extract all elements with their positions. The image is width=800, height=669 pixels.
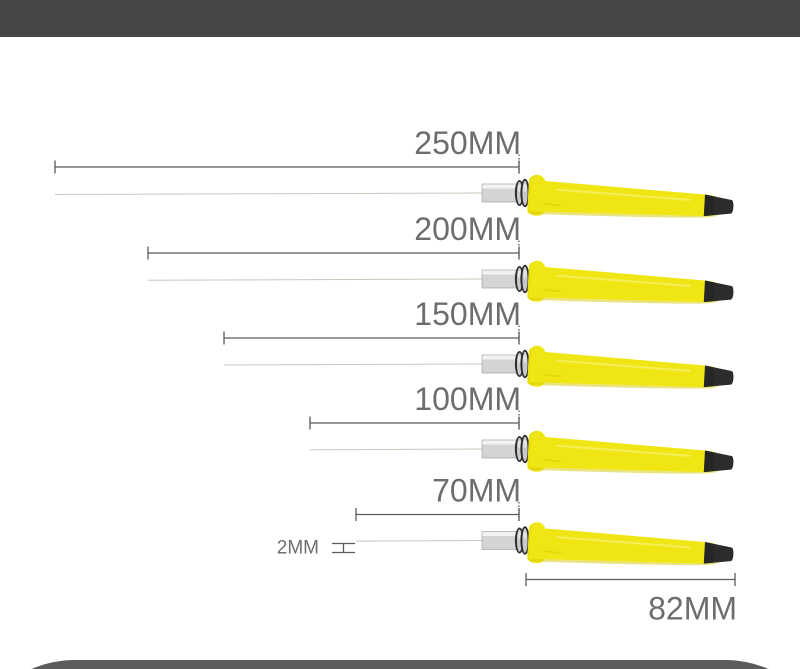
svg-text:2MM: 2MM (277, 538, 319, 559)
svg-text:150MM: 150MM (414, 296, 521, 332)
svg-text:100MM: 100MM (414, 381, 521, 417)
svg-text:250MM: 250MM (414, 125, 521, 161)
svg-text:70MM: 70MM (432, 473, 521, 509)
svg-text:82MM: 82MM (648, 591, 737, 627)
svg-text:200MM: 200MM (414, 211, 521, 247)
